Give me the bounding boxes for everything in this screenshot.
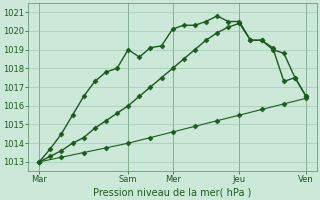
X-axis label: Pression niveau de la mer( hPa ): Pression niveau de la mer( hPa ) bbox=[93, 187, 252, 197]
